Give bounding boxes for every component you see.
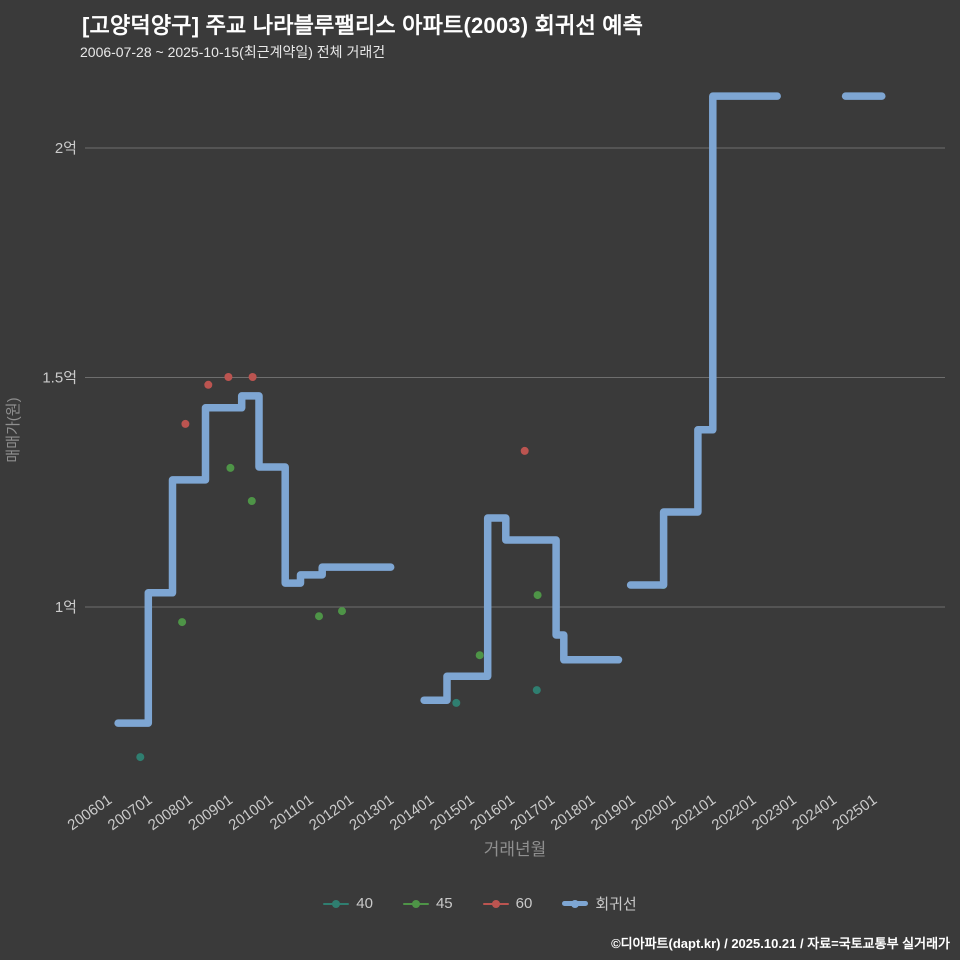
legend-item-회귀선[interactable]: 회귀선 [562, 893, 637, 914]
scatter-point-45[interactable] [475, 651, 484, 660]
legend-item-45[interactable]: 45 [402, 895, 453, 912]
x-tick-label: 201701 [507, 791, 558, 834]
scatter-point-45[interactable] [338, 607, 346, 616]
scatter-point-40[interactable] [452, 698, 461, 707]
scatter-point-40[interactable] [136, 753, 145, 762]
regression-line-layer [114, 92, 886, 727]
page-title: [고양덕양구] 주교 나라블루팰리스 아파트(2003) 회귀선 예측 [82, 13, 644, 38]
y-tick-label: 1.5억 [42, 370, 77, 387]
x-tick-label: 202401 [789, 791, 840, 834]
legend-label: 45 [435, 895, 453, 912]
x-axis-title: 거래년월 [484, 840, 547, 859]
scatter-point-45[interactable] [226, 463, 235, 472]
legend-label: 40 [356, 895, 373, 912]
x-tick-label: 202001 [628, 791, 679, 834]
x-tick-label: 201301 [346, 791, 397, 834]
x-tick-label: 201401 [387, 791, 438, 834]
regression-line-segment [420, 514, 623, 704]
x-tick-label: 202201 [709, 791, 760, 834]
x-tick-label: 202501 [829, 791, 880, 834]
x-tick-label: 200801 [145, 791, 196, 834]
x-tick-label: 201901 [588, 791, 639, 834]
y-tick-label: 2억 [55, 140, 77, 157]
legend-dot-icon [571, 899, 580, 908]
legend-marker-icon [402, 898, 429, 910]
scatter-point-60[interactable] [204, 380, 213, 389]
scatter-point-60[interactable] [248, 373, 257, 381]
x-tick-label: 200701 [105, 791, 156, 834]
page-subtitle: 2006-07-28 ~ 2025-10-15(최근계약일) 전체 거래건 [80, 44, 386, 60]
x-tick-label: 201501 [427, 791, 478, 834]
legend-dot-icon [332, 899, 341, 908]
legend-marker-icon [323, 898, 350, 910]
scatter-point-60[interactable] [224, 373, 233, 381]
legend-item-60[interactable]: 60 [482, 895, 533, 912]
legend-marker-icon [482, 898, 509, 910]
x-tick-label: 201601 [467, 791, 518, 834]
scatter-point-45[interactable] [178, 618, 187, 627]
scatter-point-45[interactable] [533, 591, 542, 600]
legend-marker-icon [562, 898, 589, 910]
x-tick-label: 201101 [267, 791, 317, 833]
scatter-point-60[interactable] [520, 446, 529, 455]
scatter-point-45[interactable] [247, 497, 256, 505]
credit-footer: ©디아파트(dapt.kr) / 2025.10.21 / 자료=국토교통부 실… [611, 936, 950, 951]
x-tick-label: 200901 [185, 791, 236, 834]
x-tick-label: 201001 [226, 791, 277, 834]
x-tick-label: 200601 [65, 791, 116, 834]
legend-label: 회귀선 [595, 896, 637, 913]
legend-item-40[interactable]: 40 [323, 895, 373, 912]
regression-line-segment [626, 92, 781, 589]
legend-dot-icon [411, 899, 420, 908]
plot-area[interactable] [85, 85, 945, 790]
legend-dot-icon [491, 899, 500, 908]
x-tick-label: 201201 [306, 791, 357, 834]
y-axis-title: 매매가(원) [5, 397, 22, 462]
regression-line-segment [114, 392, 395, 727]
x-tick-label: 201801 [548, 791, 599, 834]
scatter-point-60[interactable] [181, 419, 190, 428]
scatter-point-45[interactable] [315, 612, 323, 621]
y-tick-label: 1억 [55, 599, 77, 616]
chart-legend: 40 45 60 회귀선 [0, 893, 960, 914]
x-tick-label: 202101 [668, 791, 719, 834]
scatter-point-40[interactable] [532, 686, 541, 695]
legend-label: 60 [515, 895, 533, 912]
x-tick-label: 202301 [749, 791, 800, 834]
